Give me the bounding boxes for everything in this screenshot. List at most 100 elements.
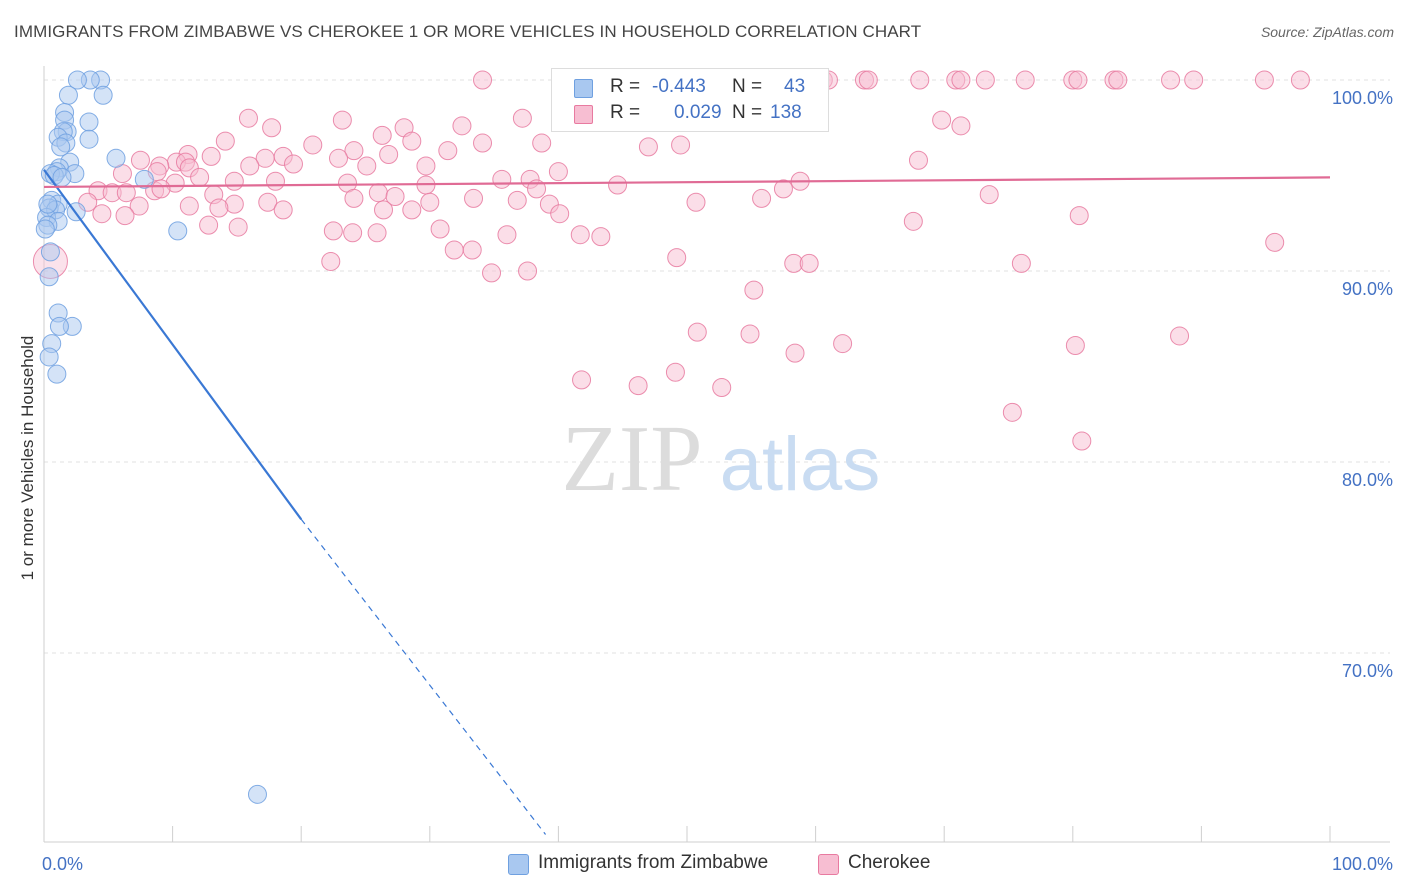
- cherokee-point: [1184, 70, 1204, 90]
- cherokee-point: [910, 70, 930, 90]
- cherokee-point: [908, 150, 928, 170]
- cherokee-point: [240, 156, 260, 176]
- zimbabwe-point: [93, 85, 113, 105]
- legend-n-label: N =: [732, 102, 763, 123]
- legend-swatch-zimbabwe: [574, 79, 593, 98]
- x-tick-labels: 0.0% 100.0%: [42, 854, 1393, 874]
- zimbabwe-point: [247, 784, 267, 804]
- zimbabwe-point: [38, 194, 58, 214]
- cherokee-point: [591, 227, 611, 247]
- legend-n-label: N =: [732, 76, 763, 97]
- cherokee-point: [201, 146, 221, 166]
- data-points: [32, 70, 1310, 804]
- cherokee-point: [752, 188, 772, 208]
- cherokee-point: [130, 150, 150, 170]
- zimbabwe-point: [39, 267, 59, 287]
- legend-swatch-cherokee: [574, 105, 593, 124]
- zimbabwe-trend-line: [43, 169, 303, 520]
- cherokee-point: [265, 171, 285, 191]
- cherokee-point: [273, 200, 293, 220]
- y-tick-labels: 100.0% 90.0% 80.0% 70.0%: [1332, 88, 1393, 681]
- cherokee-point: [1108, 70, 1128, 90]
- cherokee-point: [372, 125, 392, 145]
- source-label: Source: ZipAtlas.com: [1260, 24, 1394, 40]
- cherokee-point: [190, 167, 210, 187]
- zimbabwe-point: [106, 148, 126, 168]
- cherokee-point: [462, 240, 482, 260]
- cherokee-point: [1015, 70, 1035, 90]
- x-tick-label-max: 100.0%: [1332, 854, 1393, 874]
- x-tick-label-min: 0.0%: [42, 854, 83, 874]
- cherokee-point: [224, 171, 244, 191]
- cherokee-point: [979, 185, 999, 205]
- y-tick-label: 80.0%: [1342, 470, 1393, 490]
- y-tick-label: 70.0%: [1342, 661, 1393, 681]
- cherokee-point: [570, 225, 590, 245]
- y-tick-label: 90.0%: [1342, 279, 1393, 299]
- cherokee-point: [665, 362, 685, 382]
- cherokee-point: [116, 183, 136, 203]
- zimbabwe-point: [79, 129, 99, 149]
- cherokee-point: [385, 187, 405, 207]
- zimbabwe-point: [168, 221, 188, 241]
- cherokee-point: [550, 204, 570, 224]
- cherokee-point: [473, 70, 493, 90]
- cherokee-point: [628, 376, 648, 396]
- cherokee-point: [473, 133, 493, 153]
- legend-n-value: 138: [770, 102, 802, 123]
- cherokee-point: [712, 378, 732, 398]
- legend-n-value: 43: [784, 76, 806, 97]
- cherokee-point: [332, 110, 352, 130]
- cherokee-point: [368, 183, 388, 203]
- cherokee-point: [1069, 206, 1089, 226]
- watermark: ZIP atlas: [562, 407, 881, 511]
- cherokee-point: [303, 135, 323, 155]
- cherokee-point: [686, 192, 706, 212]
- zimbabwe-point: [79, 112, 99, 132]
- cherokee-point: [932, 110, 952, 130]
- legend-label-cherokee: Cherokee: [848, 852, 931, 873]
- cherokee-point: [773, 179, 793, 199]
- legend-r-label: R =: [610, 102, 641, 123]
- cherokee-point: [785, 343, 805, 363]
- cherokee-point: [548, 162, 568, 182]
- cherokee-point: [344, 188, 364, 208]
- zimbabwe-point: [51, 137, 71, 157]
- cherokee-point: [512, 108, 532, 128]
- axes: [43, 66, 1390, 843]
- cherokee-point: [379, 144, 399, 164]
- cherokee-point: [532, 133, 552, 153]
- cherokee-point: [357, 156, 377, 176]
- cherokee-point: [420, 192, 440, 212]
- cherokee-point: [572, 370, 592, 390]
- cherokee-point: [518, 261, 538, 281]
- cherokee-point: [209, 198, 229, 218]
- cherokee-point: [258, 192, 278, 212]
- zimbabwe-point: [49, 316, 69, 336]
- cherokee-point: [482, 263, 502, 283]
- cherokee-point: [1170, 326, 1190, 346]
- cherokee-point: [951, 70, 971, 90]
- cherokee-point: [430, 219, 450, 239]
- legend-swatch-cherokee: [818, 854, 839, 875]
- cherokee-point: [367, 223, 387, 243]
- zimbabwe-point: [52, 167, 72, 187]
- cherokee-point: [492, 169, 512, 189]
- zimbabwe-trend-extension: [300, 518, 547, 835]
- zimbabwe-point: [35, 219, 55, 239]
- cherokee-point: [179, 196, 199, 216]
- cherokee-point: [975, 70, 995, 90]
- cherokee-point: [374, 200, 394, 220]
- cherokee-point: [343, 223, 363, 243]
- cherokee-point: [638, 137, 658, 157]
- cherokee-point: [151, 179, 171, 199]
- cherokee-point: [92, 204, 112, 224]
- zimbabwe-point: [47, 364, 67, 384]
- y-axis-label: 1 or more Vehicles in Household: [18, 335, 37, 581]
- cherokee-point: [1011, 253, 1031, 273]
- cherokee-point: [744, 280, 764, 300]
- watermark-atlas: atlas: [720, 422, 881, 507]
- cherokee-point: [1254, 70, 1274, 90]
- cherokee-point: [507, 190, 527, 210]
